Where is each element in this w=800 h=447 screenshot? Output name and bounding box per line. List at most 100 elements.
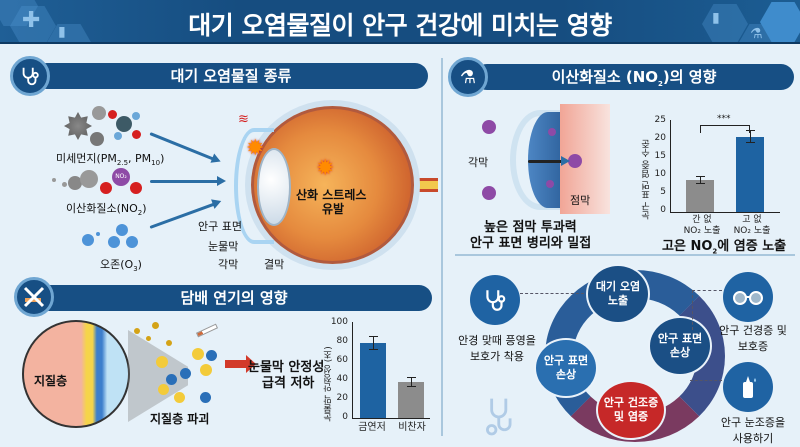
y-tick: 40 xyxy=(336,374,348,384)
molecule-atom xyxy=(108,110,117,119)
no2-molecule-icon xyxy=(568,154,582,168)
x-category-label: 간 없 NO₂ 노출 xyxy=(683,215,721,236)
y-tick: 15 xyxy=(654,151,666,161)
no-smoking-icon xyxy=(14,277,54,317)
pollutant-label-no2: 이산화질소(NO2) xyxy=(66,202,147,218)
ozone-atom xyxy=(126,236,138,248)
ozone-atom xyxy=(116,224,128,236)
no2-inflammation-chart: 눈구 표면 염증 수준 25 20 15 10 5 0 *** 간 없 NO₂ 노… xyxy=(640,114,790,236)
connector-line xyxy=(692,290,722,291)
tip-label: 안구 건경증 및 보호증 xyxy=(719,324,787,353)
eye-label-tear-film: 눈물막 xyxy=(208,240,239,253)
molecule-atom xyxy=(100,182,112,194)
smoke-particle xyxy=(166,340,172,346)
no2-caption: 높은 점막 투과력 xyxy=(484,220,577,235)
plot-area: *** xyxy=(670,114,780,212)
connector-line xyxy=(520,293,584,294)
tip-label: 안경 맞때 픙영을 보호가 착용 xyxy=(458,334,536,363)
dust-dot xyxy=(62,182,67,187)
pollutant-label-o3: 오존(O3) xyxy=(100,258,142,274)
pollutant-label-pm: 미세먼지(PM2.5, PM10) xyxy=(56,152,165,168)
bar-low-no2 xyxy=(686,180,714,212)
y-tick: 100 xyxy=(330,317,348,327)
lipid-particle xyxy=(158,384,169,395)
molecule-atom xyxy=(114,132,122,140)
arrow-icon xyxy=(528,156,570,166)
burst-icon: ✹ xyxy=(246,136,265,161)
oxidative-stress-label: 산화 스트레스 xyxy=(296,188,367,202)
stethoscope-icon xyxy=(470,275,520,325)
hex-decoration xyxy=(46,24,92,42)
no2-chart-caption: 고은 NO2에 염증 노출 xyxy=(662,239,787,256)
cycle-node-dry-eye: 안구 건조증 및 염증 xyxy=(596,380,666,440)
eye-label-conjunctiva: 결막 xyxy=(264,258,285,271)
stethoscope-decoration-icon xyxy=(486,395,520,439)
red-arrow-icon xyxy=(225,355,256,373)
y-axis xyxy=(670,120,671,212)
tip-label: 안구 눈조증을 사용하기 xyxy=(720,416,786,445)
eye-label-cornea: 각막 xyxy=(218,258,239,271)
tear-film-stability-chart: 눈물막 안정성 (초) 100 80 60 40 20 0 금연저 비찬자 xyxy=(322,317,434,442)
x-category-label: 고 없 NO₂ 노출 xyxy=(733,215,771,236)
lipid-particle xyxy=(206,350,217,361)
lipid-particle xyxy=(200,364,212,376)
no2-molecule-icon xyxy=(546,180,554,188)
lipid-particle xyxy=(166,374,177,385)
molecule-atom xyxy=(132,112,140,120)
section-header-no2: 이산화질소 (NO2)의 영향 xyxy=(474,64,794,90)
zoom-cone xyxy=(128,330,188,422)
section-header-pollutants: 대기 오염물질 종류 xyxy=(34,63,428,89)
x-axis xyxy=(670,212,780,213)
dust-dot xyxy=(80,170,98,188)
y-tick: 80 xyxy=(336,336,348,346)
bar-nonsmokers xyxy=(398,382,424,418)
smoke-particle xyxy=(152,322,159,329)
y-tick: 0 xyxy=(660,205,666,215)
ozone-atom xyxy=(82,234,94,246)
connector-line xyxy=(690,380,722,381)
ozone-atom xyxy=(108,236,120,248)
eye-label-ocular-surface: 안구 표면 xyxy=(198,220,242,233)
y-tick: 25 xyxy=(654,115,666,125)
section-title: 이산화질소 (NO2)의 영향 xyxy=(551,68,717,88)
y-tick: 5 xyxy=(660,187,666,197)
y-axis xyxy=(352,322,353,418)
cycle-node-surface-damage: 안구 표면 손상 xyxy=(648,316,712,376)
lipid-particle xyxy=(192,348,204,360)
cornea-shape xyxy=(510,110,570,210)
arrow-icon xyxy=(150,176,226,186)
no2-molecule-icon xyxy=(482,120,496,134)
no2-label-mucosa: 점막 xyxy=(570,194,591,207)
section-header-smoke: 담배 연기의 영향 xyxy=(36,285,432,311)
glasses-icon xyxy=(723,272,773,322)
y-tick: 20 xyxy=(336,393,348,403)
lipid-particle xyxy=(174,392,185,403)
y-tick: 0 xyxy=(342,412,348,422)
lipid-particle xyxy=(156,356,168,368)
significance-marker: *** xyxy=(717,114,731,124)
eye-drops-icon xyxy=(723,362,773,412)
x-category-label: 금연저 xyxy=(358,422,386,433)
error-bar xyxy=(746,130,755,143)
x-axis xyxy=(352,418,430,419)
y-tick: 60 xyxy=(336,355,348,365)
no2-caption: 안구 표면 병리와 밀접 xyxy=(470,236,592,251)
no2-molecule-icon xyxy=(548,128,556,136)
section-title: 대기 오염물질 종류 xyxy=(170,67,292,85)
test-tube-icon: ▮ xyxy=(58,24,66,40)
oxidative-stress-label: 유발 xyxy=(322,202,345,216)
connector-line xyxy=(692,290,693,330)
heat-wave-icon: ≋ xyxy=(238,112,249,127)
plus-icon: ✚ xyxy=(22,8,41,33)
error-bar xyxy=(407,377,416,387)
panel-divider xyxy=(441,58,443,436)
smoke-particle xyxy=(146,336,151,341)
ozone-atom xyxy=(96,232,100,236)
molecule-atom xyxy=(132,130,141,139)
bar-high-no2 xyxy=(736,137,764,212)
flask-icon: ⚗ xyxy=(750,26,763,42)
no2-molecule-icon xyxy=(482,186,496,200)
error-bar xyxy=(696,176,705,184)
pm-particle-icon xyxy=(90,132,104,146)
dust-dot xyxy=(68,176,82,190)
